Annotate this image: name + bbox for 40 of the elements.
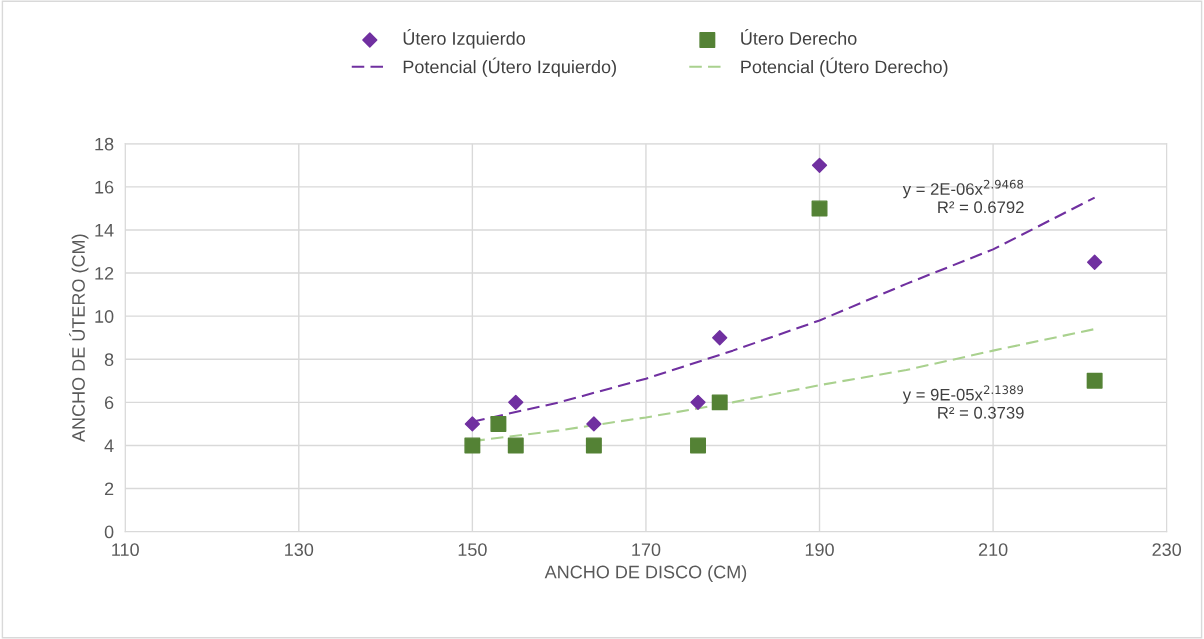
point — [490, 415, 507, 432]
point — [811, 200, 828, 217]
point — [1086, 372, 1103, 389]
point — [507, 437, 524, 454]
x-tick-label: 230 — [1152, 543, 1182, 557]
x-axis-title: ANCHO DE DISCO (CM) — [544, 565, 747, 582]
x-tick-label: 210 — [978, 543, 1008, 557]
x-tick-label: 170 — [632, 543, 661, 557]
y-tick-label: 16 — [95, 180, 114, 194]
legend-label: Potencial (Útero Izquierdo) — [403, 57, 616, 77]
x-tick-label: 130 — [285, 543, 314, 557]
legend-label: Potencial (Útero Derecho) — [741, 57, 948, 77]
point — [711, 394, 728, 411]
y-tick-label: 0 — [104, 525, 114, 539]
point — [712, 330, 728, 346]
x-tick-label: 110 — [112, 543, 139, 557]
point — [586, 416, 602, 432]
x-tick-label: 150 — [458, 543, 487, 557]
point — [690, 437, 706, 454]
point — [690, 394, 706, 410]
y-axis-title: ANCHO DE ÚTERO (CM) — [69, 234, 89, 442]
x-tick-label: 190 — [805, 543, 834, 557]
annotation: y = 9E-05x$^{2.1389}$ R² = 0.3739 — [902, 385, 1024, 419]
point — [811, 157, 828, 173]
y-tick-label: 12 — [95, 267, 114, 280]
y-tick-label: 14 — [95, 224, 114, 237]
y-tick-label: 18 — [95, 137, 114, 151]
y-tick-label: 8 — [104, 353, 114, 366]
annotation: y = 2E-06x$^{2.9468}$ R² = 0.6792 — [902, 179, 1024, 214]
point — [1087, 254, 1103, 270]
legend-label: Útero Derecho — [741, 29, 857, 45]
y-tick-label: 6 — [104, 396, 114, 410]
y-tick-label: 4 — [104, 439, 114, 452]
legend-label: Útero Izquierdo — [403, 29, 525, 49]
point — [464, 416, 481, 432]
point — [508, 394, 524, 410]
point — [464, 437, 481, 454]
y-tick-label: 10 — [95, 310, 114, 323]
y-tick-label: 2 — [104, 482, 114, 496]
point — [585, 437, 602, 454]
